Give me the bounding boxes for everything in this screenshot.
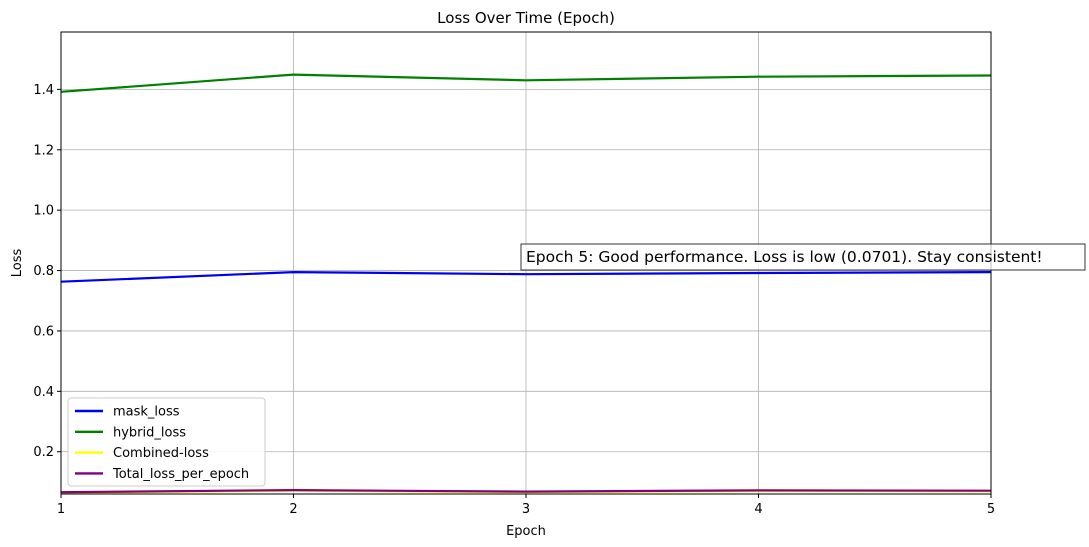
legend-label: Combined-loss xyxy=(113,446,209,461)
legend-label: hybrid_loss xyxy=(113,425,186,440)
x-tick-label: 1 xyxy=(57,502,65,517)
chart-title: Loss Over Time (Epoch) xyxy=(437,9,615,27)
y-tick-label: 0.8 xyxy=(33,264,54,279)
y-tick-label: 0.4 xyxy=(33,385,54,400)
x-tick-label: 4 xyxy=(754,502,762,517)
x-tick-label: 5 xyxy=(987,502,995,517)
legend: mask_loss hybrid_loss Combined-loss Total_l… xyxy=(67,397,266,487)
series-line-hybrid-loss xyxy=(60,73,992,93)
legend-label: mask_loss xyxy=(113,405,180,420)
y-axis-label: Loss xyxy=(10,249,25,278)
annotation-frame xyxy=(520,243,1086,271)
x-tick-label: 2 xyxy=(289,502,297,517)
y-tick-label: 1.0 xyxy=(33,204,54,219)
annotation-box: Epoch 5: Good performance. Loss is low (… xyxy=(520,243,1086,271)
series-line-total-loss-per-epoch xyxy=(60,489,992,494)
y-tick-label: 1.2 xyxy=(33,143,54,158)
axis-ticks: 1 2 3 4 5 0.2 0.4 0.6 0.8 1.0 1.2 1.4 xyxy=(33,83,995,517)
series-lines xyxy=(60,73,992,494)
y-tick-label: 0.2 xyxy=(33,445,54,460)
x-axis-label: Epoch xyxy=(506,524,546,539)
series-line-mask-loss xyxy=(60,271,992,283)
x-tick-label: 3 xyxy=(522,502,530,517)
legend-label: Total_loss_per_epoch xyxy=(112,467,249,482)
legend-frame xyxy=(67,397,266,487)
annotation-text: Epoch 5: Good performance. Loss is low (… xyxy=(526,248,1043,266)
y-tick-label: 0.6 xyxy=(33,324,54,339)
y-tick-label: 1.4 xyxy=(33,83,54,98)
